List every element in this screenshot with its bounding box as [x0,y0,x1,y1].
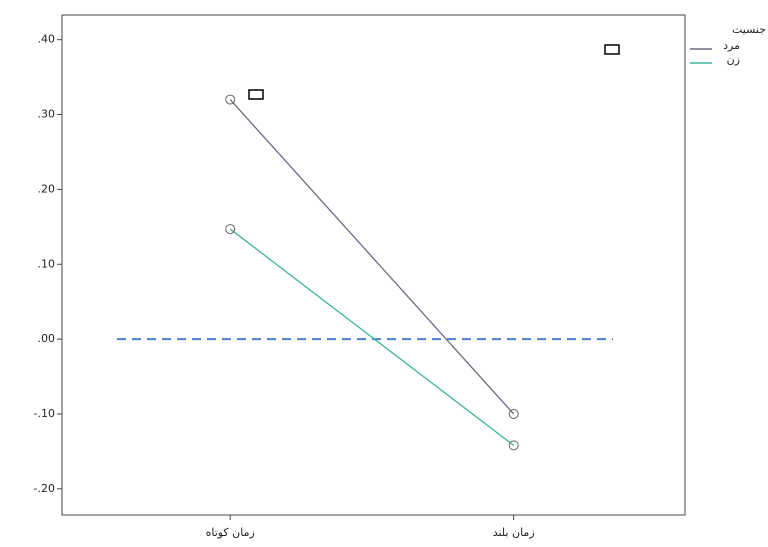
y-tick-label: .10 [38,257,56,270]
legend-label: مرد [723,39,740,52]
point [508,440,519,451]
y-tick-label: -.10 [34,407,55,420]
legend-label: زن [727,53,740,66]
y-tick-label: .40 [38,33,56,46]
plot-frame [61,14,686,516]
point [508,408,519,419]
x-tick-label: زمان کوتاه [206,526,255,539]
y-tick-label: -.20 [34,482,55,495]
point [225,224,236,235]
handle [604,44,620,55]
point [225,94,236,105]
series-line [229,99,515,415]
handle [248,89,264,100]
x-tick-label: زمان بلند [493,526,535,539]
y-tick-label: .20 [38,182,56,195]
legend-title: جنسیت [732,23,766,36]
series-line [229,228,515,446]
y-tick-label: .30 [38,108,56,121]
y-tick-label: .00 [38,332,56,345]
